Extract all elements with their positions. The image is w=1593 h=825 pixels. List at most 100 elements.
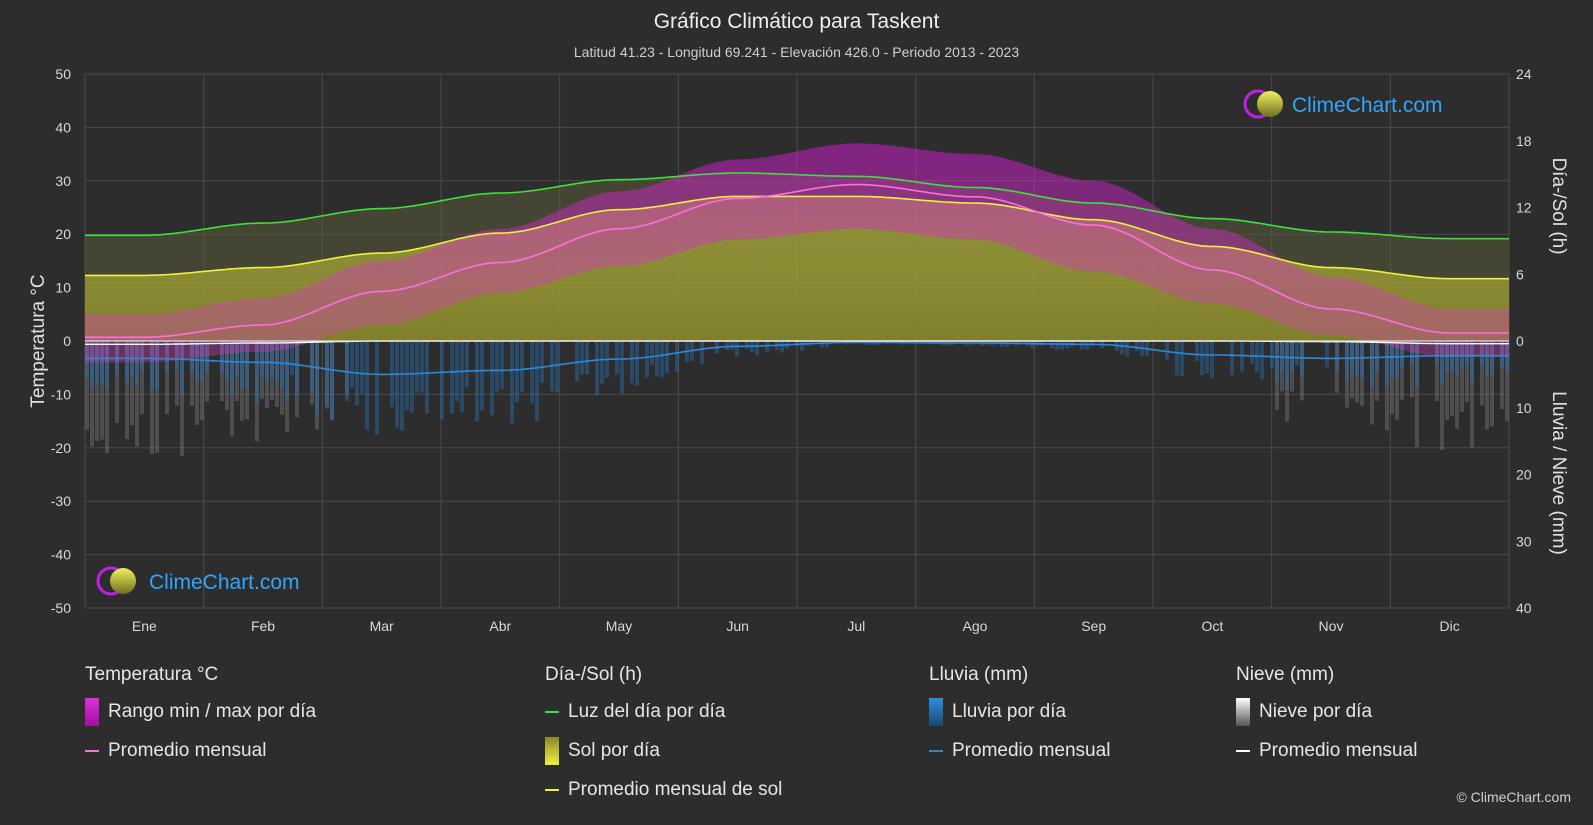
rain-day-bar (450, 341, 454, 414)
snow-day-bar (100, 341, 104, 440)
rain-day-bar (755, 341, 759, 356)
y-tick-label-right-hours: 24 (1516, 66, 1532, 82)
rain-day-bar (270, 341, 274, 378)
snow-day-bar (1505, 341, 1509, 422)
y-tick-label-left: -10 (51, 386, 71, 402)
snow-swatch (1236, 698, 1250, 726)
snow-day-bar (1480, 341, 1484, 406)
legend-label: Nieve por día (1259, 701, 1373, 722)
rain-day-bar (1210, 341, 1214, 379)
rain-day-bar (490, 341, 494, 416)
snow-day-bar (1335, 341, 1339, 393)
snow-day-bar (1485, 341, 1489, 430)
rain-day-bar (725, 341, 729, 350)
rain-day-bar (280, 341, 284, 389)
snow-day-bar (195, 341, 199, 425)
rain-day-bar (155, 341, 159, 390)
rain-day-bar (275, 341, 279, 383)
logo-bottom[interactable]: ClimeChart.com (96, 566, 300, 596)
rain-day-bar (440, 341, 444, 420)
snow-bars (85, 341, 1509, 457)
rain-day-bar (1300, 341, 1304, 377)
y-tick-label-left: 40 (55, 119, 71, 135)
rain-day-bar (1335, 341, 1339, 373)
x-tick-label-month: Ene (132, 618, 157, 634)
snow-day-bar (230, 341, 234, 436)
rain-day-bar (395, 341, 399, 428)
snow-day-bar (275, 341, 279, 408)
rain-day-bar (580, 341, 584, 375)
y-tick-label-left: 30 (55, 173, 71, 189)
snow-day-bar (270, 341, 274, 400)
snow-day-bar (1435, 341, 1439, 401)
rain-day-bar (585, 341, 589, 375)
axis-left-temperature: 50 40 30 20 10 0 -10 -20 -30 -40 -50 (51, 66, 71, 616)
snow-day-bar (1355, 341, 1359, 403)
snow-day-bar (1300, 341, 1304, 401)
snow-day-bar (95, 341, 99, 441)
rain-day-bar (260, 341, 264, 377)
rain-day-bar (375, 341, 379, 435)
snow-day-bar (115, 341, 119, 423)
climate-chart: 50 40 30 20 10 0 -10 -20 -30 -40 -50 24 18 12 6 0 10 20 3… (28, 66, 1569, 634)
x-tick-label-month: Mar (370, 618, 394, 634)
legend-rain: Lluvia (mm) Lluvia por día Promedio mens… (929, 664, 1110, 778)
legend-item-temp-avg[interactable]: Promedio mensual (85, 739, 316, 763)
snow-day-bar (125, 341, 129, 440)
snow-day-bar (1345, 341, 1349, 408)
rain-day-bar (135, 341, 139, 387)
rain-day-bar (195, 341, 199, 383)
legend-sun-title: Día-/Sol (h) (545, 664, 643, 685)
snow-day-bar (1375, 341, 1379, 401)
legend-item-rain[interactable]: Lluvia por día (929, 698, 1110, 726)
snow-day-bar (295, 341, 299, 418)
y-tick-label-left: 50 (55, 66, 71, 82)
snow-avg-swatch (1236, 750, 1250, 752)
rain-day-bar (1345, 341, 1349, 382)
snow-day-bar (255, 341, 259, 442)
logo-top[interactable]: ClimeChart.com (1243, 89, 1443, 119)
snow-day-bar (1390, 341, 1394, 415)
rain-day-bar (1355, 341, 1359, 377)
snow-day-bar (105, 341, 109, 454)
snow-day-bar (1445, 341, 1449, 421)
rain-day-bar (1270, 341, 1274, 369)
rain-day-bar (1395, 341, 1399, 379)
rain-day-bar (1125, 341, 1129, 357)
snow-day-bar (1350, 341, 1354, 399)
rain-day-bar (345, 341, 349, 402)
y-axis-right-top-label: Día-/Sol (h) (1548, 157, 1569, 254)
y-tick-label-left: -50 (51, 600, 71, 616)
legend-label: Sol por día (568, 740, 660, 761)
legend-item-daylight[interactable]: Luz del día por día (545, 700, 782, 724)
snow-day-bar (1285, 341, 1289, 422)
legend-item-snow[interactable]: Nieve por día (1236, 698, 1417, 726)
snow-day-bar (1455, 341, 1459, 429)
legend-item-sun-avg[interactable]: Promedio mensual de sol (545, 778, 782, 802)
snow-day-bar (1450, 341, 1454, 417)
rain-swatch (929, 698, 943, 726)
rain-day-bar (820, 341, 824, 348)
snow-day-bar (1490, 341, 1494, 427)
legend-item-temp-range[interactable]: Rango min / max por día (85, 698, 316, 726)
snow-day-bar (130, 341, 134, 425)
snow-day-bar (190, 341, 194, 407)
legend-temperature-title: Temperatura °C (85, 664, 219, 685)
x-tick-label-month: Dic (1440, 618, 1460, 634)
snow-day-bar (1500, 341, 1504, 409)
y-tick-label-right-hours: 12 (1516, 200, 1532, 216)
rain-day-bar (1370, 341, 1374, 387)
legend-item-snow-avg[interactable]: Promedio mensual (1236, 739, 1417, 763)
rain-day-bar (415, 341, 419, 394)
rain-day-bar (90, 341, 94, 387)
snow-day-bar (330, 341, 334, 421)
rain-day-bar (1260, 341, 1264, 380)
legend-item-sunshine[interactable]: Sol por día (545, 737, 782, 765)
copyright: © ClimeChart.com (1456, 789, 1571, 805)
legend-item-rain-avg[interactable]: Promedio mensual (929, 739, 1110, 763)
rain-day-bar (645, 341, 649, 378)
snow-day-bar (135, 341, 139, 447)
rain-day-bar (655, 341, 659, 377)
rain-day-bar (420, 341, 424, 393)
rain-day-bar (530, 341, 534, 404)
